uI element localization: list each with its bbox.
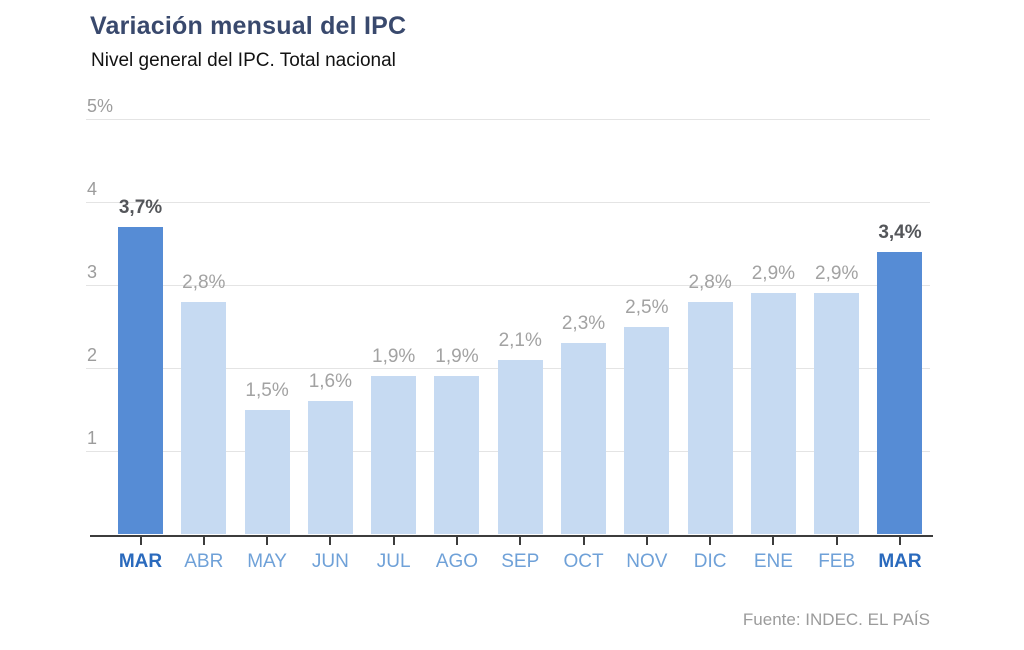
- x-label-6: SEP: [501, 551, 540, 572]
- x-label-12: MAR: [878, 551, 922, 572]
- axis-tick-8: [645, 537, 648, 545]
- bar-ago-5: [434, 376, 480, 534]
- value-label-3: 1,6%: [308, 371, 353, 393]
- chart-subtitle: Nivel general del IPC. Total nacional: [91, 50, 396, 71]
- bar-jun-3: [307, 401, 353, 534]
- bar-dic-9: [687, 301, 733, 534]
- axis-tick-9: [709, 537, 712, 545]
- bar-feb-11: [814, 293, 860, 534]
- gridline-3: [86, 285, 930, 286]
- gridline-5: [86, 119, 930, 120]
- value-label-9: 2,8%: [688, 271, 732, 293]
- bar-jul-4: [371, 376, 417, 534]
- bar-mar-12: [877, 251, 923, 534]
- y-tick-label-3: 3: [87, 262, 98, 282]
- axis-tick-5: [455, 537, 458, 545]
- y-tick-label-2: 2: [87, 345, 98, 365]
- axis-tick-10: [772, 537, 775, 545]
- chart-title: Variación mensual del IPC: [90, 12, 407, 40]
- bar-may-2: [244, 409, 290, 534]
- x-label-0: MAR: [118, 551, 163, 572]
- value-label-10: 2,9%: [751, 263, 796, 285]
- value-label-6: 2,1%: [498, 329, 542, 351]
- y-tick-label-4: 4: [87, 179, 98, 199]
- value-label-7: 2,3%: [561, 313, 606, 335]
- x-label-1: ABR: [184, 551, 224, 572]
- source-credit: Fuente: INDEC. EL PAÍS: [742, 610, 930, 629]
- bar-oct-7: [561, 343, 607, 534]
- axis-tick-3: [329, 537, 332, 545]
- value-label-0: 3,7%: [118, 196, 163, 218]
- value-label-5: 1,9%: [435, 346, 479, 368]
- x-label-5: AGO: [435, 551, 479, 572]
- bar-sep-6: [497, 359, 543, 534]
- bar-nov-8: [624, 326, 670, 534]
- value-label-11: 2,9%: [815, 263, 859, 285]
- axis-tick-7: [582, 537, 585, 545]
- axis-tick-4: [392, 537, 395, 545]
- axis-tick-1: [202, 537, 205, 545]
- x-label-8: NOV: [626, 551, 668, 572]
- gridline-4: [86, 202, 930, 203]
- x-label-9: DIC: [693, 551, 727, 572]
- value-label-12: 3,4%: [878, 221, 922, 243]
- axis-tick-0: [139, 537, 142, 545]
- x-label-7: OCT: [563, 551, 604, 572]
- x-label-10: ENE: [753, 551, 793, 572]
- value-label-1: 2,8%: [182, 271, 226, 293]
- axis-tick-2: [266, 537, 269, 545]
- y-tick-label-1: 1: [87, 428, 98, 448]
- axis-tick-12: [898, 537, 901, 545]
- axis-tick-6: [519, 537, 522, 545]
- value-label-2: 1,5%: [245, 379, 289, 401]
- axis-tick-11: [835, 537, 838, 545]
- bar-mar-0: [118, 226, 163, 534]
- x-label-3: JUN: [311, 551, 349, 572]
- x-label-2: MAY: [247, 551, 287, 572]
- x-label-11: FEB: [818, 551, 856, 572]
- bar-abr-1: [181, 301, 227, 534]
- x-axis-line: [90, 535, 933, 537]
- y-tick-label-5: 5%: [87, 96, 114, 116]
- x-label-4: JUL: [376, 551, 411, 572]
- value-label-4: 1,9%: [372, 346, 416, 368]
- bar-ene-10: [750, 293, 796, 534]
- value-label-8: 2,5%: [625, 296, 669, 318]
